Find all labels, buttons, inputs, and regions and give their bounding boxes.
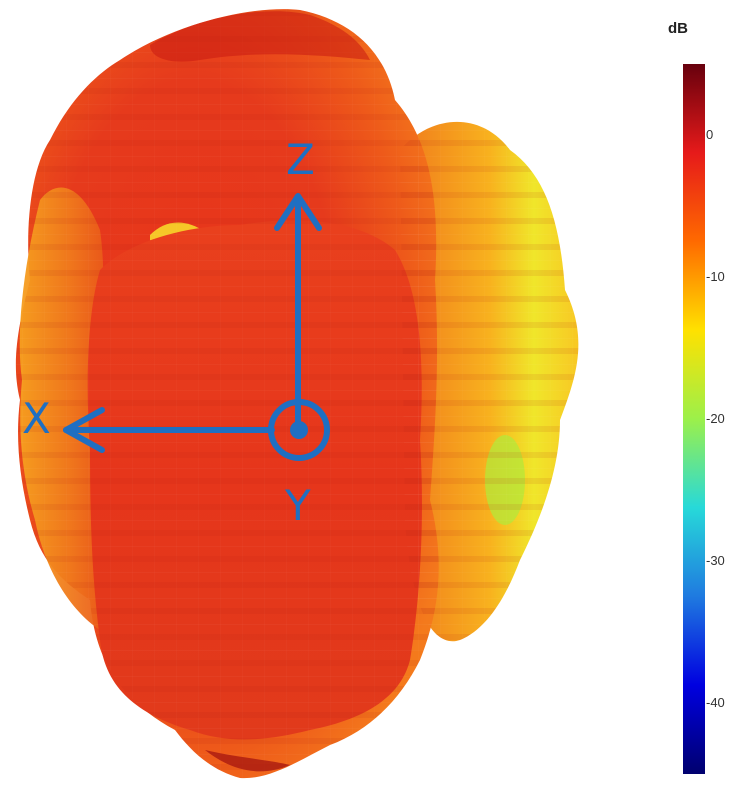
colorbar-title: dB — [668, 20, 688, 37]
pattern-bottom-shade — [205, 750, 290, 772]
z-axis-label: Z — [286, 135, 315, 184]
coordinate-axes: Z X Y — [22, 135, 330, 530]
pattern-mesh-overlay — [15, 9, 439, 779]
x-axis-label: X — [22, 394, 51, 443]
z-axis-arrowhead — [274, 193, 322, 231]
pattern-mesh-overlay-side — [400, 121, 579, 642]
y-axis-label: Y — [284, 481, 311, 530]
y-axis-dot — [290, 421, 308, 439]
colorbar-tick-label: -40 — [706, 695, 725, 710]
colorbar-tick-label: 0 — [706, 127, 714, 142]
colorbar-tick-label: -30 — [706, 553, 725, 568]
colorbar-tick-label: -10 — [706, 269, 725, 284]
pattern-top-shade — [150, 11, 370, 62]
colorbar — [683, 64, 705, 774]
x-axis-arrowhead — [63, 407, 105, 453]
y-axis-circle — [268, 399, 330, 461]
colorbar-tick-label: -20 — [706, 411, 725, 426]
